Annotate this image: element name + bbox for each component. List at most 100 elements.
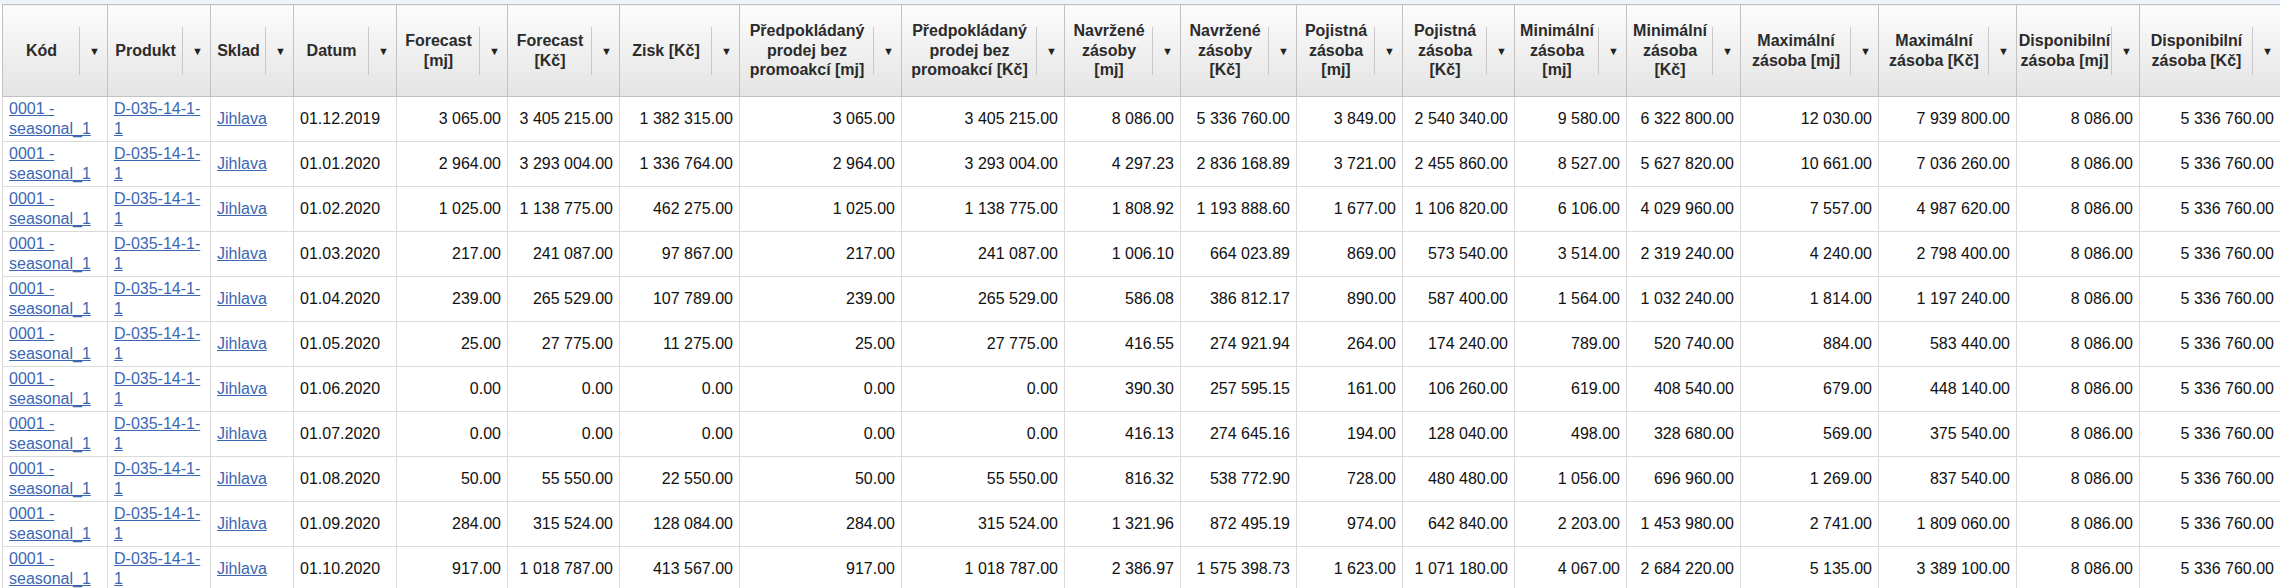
filter-dropdown-icon[interactable]: ▼ xyxy=(1998,45,2009,56)
cell-minimalni_zasoba_kc: 520 740.00 xyxy=(1627,322,1741,367)
cell-forecast_kc: 3 293 004.00 xyxy=(508,142,620,187)
cell-forecast_kc: 1 138 775.00 xyxy=(508,187,620,232)
sklad-link[interactable]: Jihlava xyxy=(217,245,267,262)
header-filter-separator xyxy=(182,27,183,75)
column-header-predpokladany_prodej_kc[interactable]: Předpokládaný prodej bez promoakcí [Kč] ▼ xyxy=(902,5,1065,97)
produkt-link[interactable]: D-035-14-1-1 xyxy=(114,280,200,317)
produkt-link[interactable]: D-035-14-1-1 xyxy=(114,415,200,452)
column-header-zisk_kc[interactable]: Zisk [Kč]▼ xyxy=(620,5,740,97)
kod-link[interactable]: 0001 - seasonal_1 xyxy=(9,145,91,182)
kod-link[interactable]: 0001 - seasonal_1 xyxy=(9,280,91,317)
cell-datum: 01.03.2020 xyxy=(294,232,397,277)
column-header-datum[interactable]: Datum ▼ xyxy=(294,5,397,97)
filter-dropdown-icon[interactable]: ▼ xyxy=(1384,45,1395,56)
table-row: 0001 - seasonal_1D-035-14-1-1Jihlava01.0… xyxy=(3,322,2280,367)
filter-dropdown-icon[interactable]: ▼ xyxy=(721,45,732,56)
produkt-link[interactable]: D-035-14-1-1 xyxy=(114,145,200,182)
cell-pojistna_zasoba_kc: 106 260.00 xyxy=(1403,367,1515,412)
filter-dropdown-icon[interactable]: ▼ xyxy=(1496,45,1507,56)
sklad-link[interactable]: Jihlava xyxy=(217,200,267,217)
column-header-navrzene_zasoby_kc[interactable]: Navržené zásoby [Kč]▼ xyxy=(1181,5,1297,97)
column-header-maximalni_zasoba_kc[interactable]: Maximální zásoba [Kč]▼ xyxy=(1879,5,2017,97)
kod-link[interactable]: 0001 - seasonal_1 xyxy=(9,190,91,227)
sklad-link[interactable]: Jihlava xyxy=(217,380,267,397)
produkt-link[interactable]: D-035-14-1-1 xyxy=(114,505,200,542)
cell-kod: 0001 - seasonal_1 xyxy=(3,187,108,232)
sklad-link[interactable]: Jihlava xyxy=(217,335,267,352)
cell-predpokladany_prodej_kc: 315 524.00 xyxy=(902,502,1065,547)
header-filter-separator xyxy=(2252,27,2253,75)
header-filter-separator xyxy=(1486,27,1487,75)
column-header-pojistna_zasoba_mj[interactable]: Pojistná zásoba [mj]▼ xyxy=(1297,5,1403,97)
column-header-minimalni_zasoba_kc[interactable]: Minimální zásoba [Kč]▼ xyxy=(1627,5,1741,97)
column-header-label: Datum xyxy=(294,5,367,96)
cell-minimalni_zasoba_mj: 6 106.00 xyxy=(1515,187,1627,232)
filter-dropdown-icon[interactable]: ▼ xyxy=(1162,45,1173,56)
column-header-navrzene_zasoby_mj[interactable]: Navržené zásoby [mj]▼ xyxy=(1065,5,1181,97)
sklad-link[interactable]: Jihlava xyxy=(217,110,267,127)
filter-dropdown-icon[interactable]: ▼ xyxy=(1278,45,1289,56)
cell-kod: 0001 - seasonal_1 xyxy=(3,97,108,142)
cell-pojistna_zasoba_mj: 3 849.00 xyxy=(1297,97,1403,142)
produkt-link[interactable]: D-035-14-1-1 xyxy=(114,460,200,497)
sklad-link[interactable]: Jihlava xyxy=(217,155,267,172)
filter-dropdown-icon[interactable]: ▼ xyxy=(1860,45,1871,56)
filter-dropdown-icon[interactable]: ▼ xyxy=(1046,45,1057,56)
kod-link[interactable]: 0001 - seasonal_1 xyxy=(9,370,91,407)
cell-forecast_kc: 27 775.00 xyxy=(508,322,620,367)
column-header-forecast_mj[interactable]: Forecast [mj]▼ xyxy=(397,5,508,97)
column-header-pojistna_zasoba_kc[interactable]: Pojistná zásoba [Kč]▼ xyxy=(1403,5,1515,97)
produkt-link[interactable]: D-035-14-1-1 xyxy=(114,235,200,272)
kod-link[interactable]: 0001 - seasonal_1 xyxy=(9,235,91,272)
header-filter-separator xyxy=(873,27,874,75)
filter-dropdown-icon[interactable]: ▼ xyxy=(2262,45,2273,56)
cell-pojistna_zasoba_mj: 728.00 xyxy=(1297,457,1403,502)
filter-dropdown-icon[interactable]: ▼ xyxy=(275,45,286,56)
cell-navrzene_zasoby_kc: 274 645.16 xyxy=(1181,412,1297,457)
filter-dropdown-icon[interactable]: ▼ xyxy=(1608,45,1619,56)
column-header-predpokladany_prodej_mj[interactable]: Předpokládaný prodej bez promoakcí [mj] ▼ xyxy=(740,5,902,97)
kod-link[interactable]: 0001 - seasonal_1 xyxy=(9,550,91,587)
column-header-kod[interactable]: Kód▼ xyxy=(3,5,108,97)
produkt-link[interactable]: D-035-14-1-1 xyxy=(114,190,200,227)
sklad-link[interactable]: Jihlava xyxy=(217,425,267,442)
kod-link[interactable]: 0001 - seasonal_1 xyxy=(9,460,91,497)
filter-dropdown-icon[interactable]: ▼ xyxy=(1722,45,1733,56)
column-header-disponibilni_zasoba_mj[interactable]: Disponibilní zásoba [mj]▼ xyxy=(2017,5,2140,97)
column-header-label: Předpokládaný prodej bez promoakcí [Kč] xyxy=(902,5,1035,96)
filter-dropdown-icon[interactable]: ▼ xyxy=(489,45,500,56)
filter-dropdown-icon[interactable]: ▼ xyxy=(883,45,894,56)
cell-minimalni_zasoba_kc: 1 453 980.00 xyxy=(1627,502,1741,547)
cell-predpokladany_prodej_kc: 1 018 787.00 xyxy=(902,547,1065,588)
kod-link[interactable]: 0001 - seasonal_1 xyxy=(9,505,91,542)
sklad-link[interactable]: Jihlava xyxy=(217,515,267,532)
column-header-maximalni_zasoba_mj[interactable]: Maximální zásoba [mj]▼ xyxy=(1741,5,1879,97)
kod-link[interactable]: 0001 - seasonal_1 xyxy=(9,325,91,362)
column-header-sklad[interactable]: Sklad▼ xyxy=(211,5,294,97)
filter-dropdown-icon[interactable]: ▼ xyxy=(89,45,100,56)
kod-link[interactable]: 0001 - seasonal_1 xyxy=(9,415,91,452)
produkt-link[interactable]: D-035-14-1-1 xyxy=(114,100,200,137)
column-header-forecast_kc[interactable]: Forecast [Kč]▼ xyxy=(508,5,620,97)
filter-dropdown-icon[interactable]: ▼ xyxy=(601,45,612,56)
filter-dropdown-icon[interactable]: ▼ xyxy=(378,45,389,56)
cell-navrzene_zasoby_mj: 4 297.23 xyxy=(1065,142,1181,187)
produkt-link[interactable]: D-035-14-1-1 xyxy=(114,370,200,407)
produkt-link[interactable]: D-035-14-1-1 xyxy=(114,550,200,587)
sklad-link[interactable]: Jihlava xyxy=(217,470,267,487)
column-header-disponibilni_zasoba_kc[interactable]: Disponibilní zásoba [Kč]▼ xyxy=(2140,5,2280,97)
sklad-link[interactable]: Jihlava xyxy=(217,560,267,577)
cell-maximalni_zasoba_kc: 3 389 100.00 xyxy=(1879,547,2017,588)
filter-dropdown-icon[interactable]: ▼ xyxy=(2121,45,2132,56)
cell-navrzene_zasoby_mj: 586.08 xyxy=(1065,277,1181,322)
produkt-link[interactable]: D-035-14-1-1 xyxy=(114,325,200,362)
column-header-produkt[interactable]: Produkt▼ xyxy=(108,5,211,97)
column-header-label: Předpokládaný prodej bez promoakcí [mj] xyxy=(740,5,872,96)
sklad-link[interactable]: Jihlava xyxy=(217,290,267,307)
cell-navrzene_zasoby_kc: 872 495.19 xyxy=(1181,502,1297,547)
cell-produkt: D-035-14-1-1 xyxy=(108,187,211,232)
kod-link[interactable]: 0001 - seasonal_1 xyxy=(9,100,91,137)
filter-dropdown-icon[interactable]: ▼ xyxy=(192,45,203,56)
cell-disponibilni_zasoba_kc: 5 336 760.00 xyxy=(2140,277,2280,322)
column-header-minimalni_zasoba_mj[interactable]: Minimální zásoba [mj]▼ xyxy=(1515,5,1627,97)
